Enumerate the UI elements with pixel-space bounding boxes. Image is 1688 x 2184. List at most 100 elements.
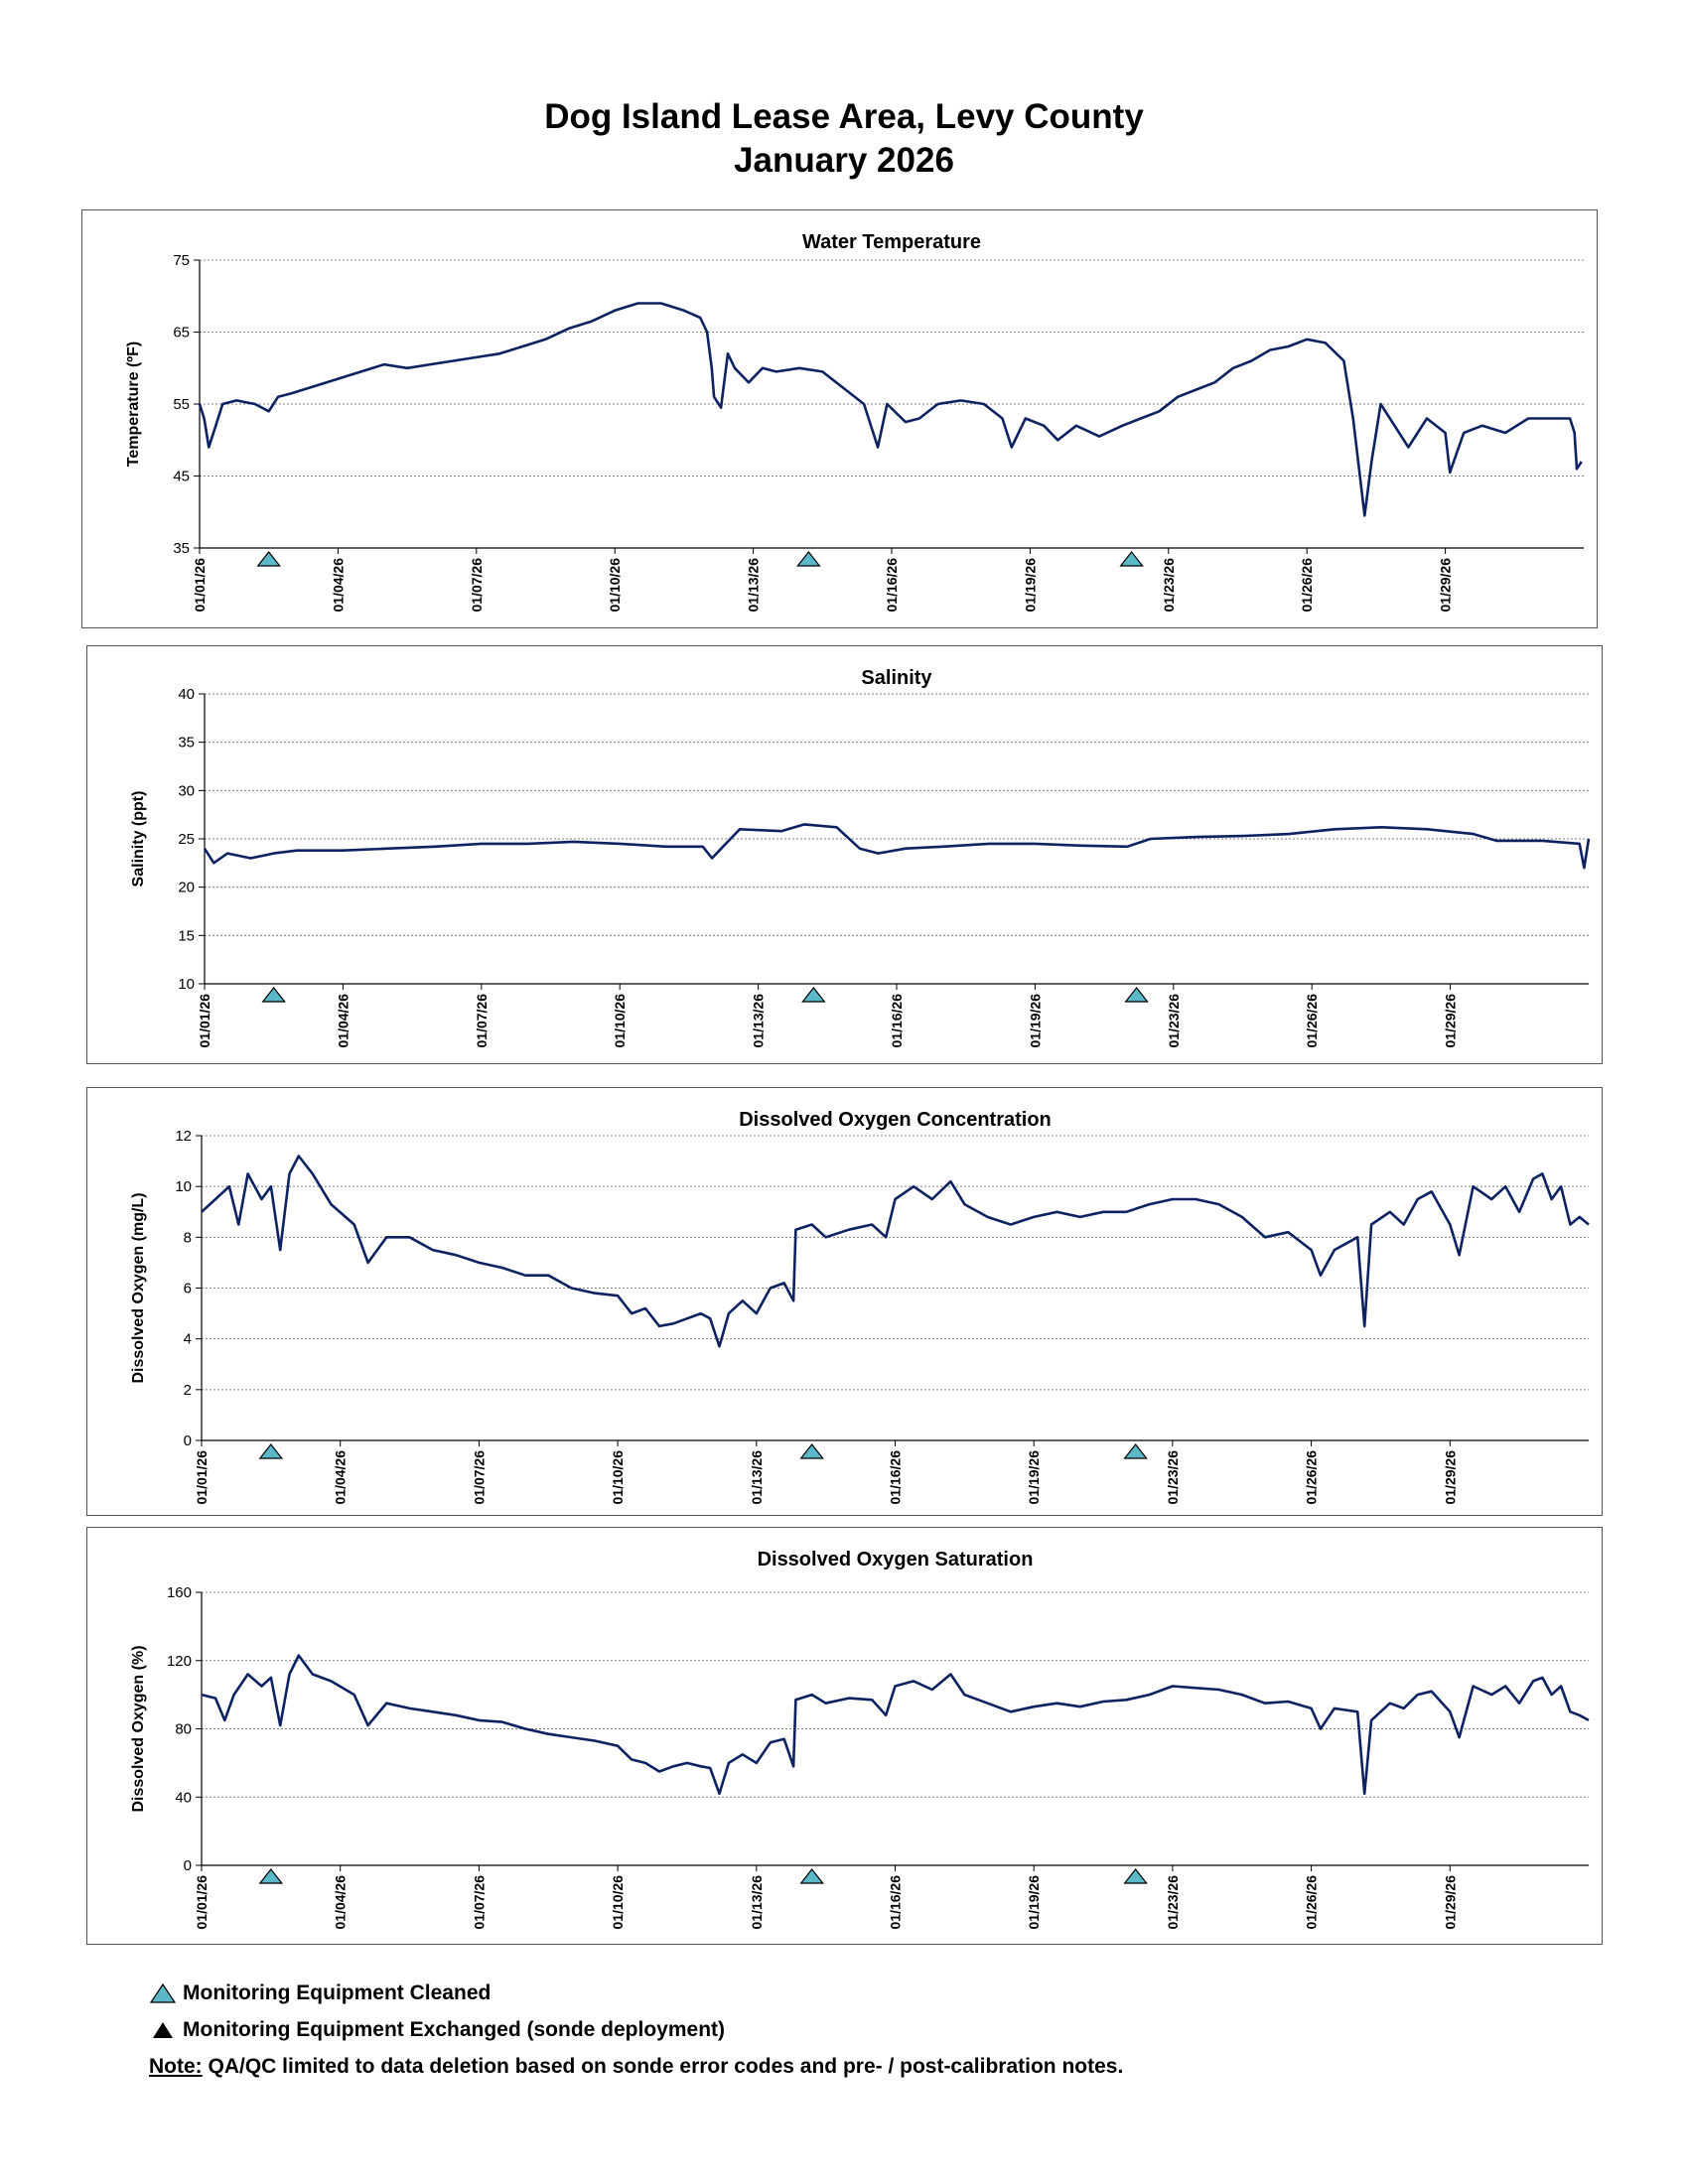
page-title-line1: Dog Island Lease Area, Levy County xyxy=(544,97,1144,136)
water-temperature-panel: Water Temperature Temperature (ºF) 35 45 55 6… xyxy=(81,209,1598,628)
temp-y-tick-label: 65 xyxy=(173,325,190,341)
note-text: QA/QC limited to data deletion based on … xyxy=(202,2055,1124,2078)
dosat-x-tick-label: 01/23/26 xyxy=(1165,1875,1181,1930)
do-x-tick-label: 01/13/26 xyxy=(749,1450,765,1505)
qa-qc-note: Note: QA/QC limited to data deletion bas… xyxy=(149,2055,1123,2079)
do-x-tick-label: 01/10/26 xyxy=(610,1450,626,1505)
temp-x-tick-label: 01/19/26 xyxy=(1022,558,1038,613)
temp-x-tick-label: 01/13/26 xyxy=(746,558,762,613)
sal-x-tick-label: 01/19/26 xyxy=(1027,994,1043,1048)
sal-y-tick-label: 10 xyxy=(178,976,195,993)
do-cleaning-marker xyxy=(799,1443,824,1459)
page-title-line2: January 2026 xyxy=(734,141,954,180)
sal-x-tick-label: 01/13/26 xyxy=(751,994,767,1048)
sal-x-tick-label: 01/26/26 xyxy=(1304,994,1320,1048)
legend-exchanged: Monitoring Equipment Exchanged (sonde de… xyxy=(149,2016,725,2044)
temp-y-axis-label: Temperature (ºF) xyxy=(125,341,142,467)
sal-y-axis-label: Salinity (ppt) xyxy=(130,791,147,887)
dosat-x-tick-label: 01/10/26 xyxy=(610,1875,626,1930)
sal-x-tick-label: 01/01/26 xyxy=(197,994,212,1048)
temp-x-tick-label: 01/10/26 xyxy=(607,558,623,613)
dissolved-oxygen-concentration-panel: Dissolved Oxygen Concentration Dissolved … xyxy=(86,1087,1603,1516)
do-y-axis-label: Dissolved Oxygen (mg/L) xyxy=(130,1192,147,1383)
temp-x-tick-label: 01/07/26 xyxy=(469,558,485,613)
sal-y-tick-label: 15 xyxy=(178,927,195,944)
do-x-tick-label: 01/23/26 xyxy=(1165,1450,1181,1505)
legend-cleaned: Monitoring Equipment Cleaned xyxy=(149,1979,491,2007)
dosat-series-line xyxy=(201,1654,1590,1796)
note-label: Note: xyxy=(149,2055,203,2078)
do-y-tick-label: 0 xyxy=(184,1433,192,1449)
sal-x-tick-label: 01/10/26 xyxy=(612,994,628,1048)
temp-x-tick-label: 01/26/26 xyxy=(1299,558,1315,613)
temp-y-tick-label: 35 xyxy=(173,540,190,557)
do-y-tick-label: 4 xyxy=(184,1331,192,1348)
dosat-cleaning-marker xyxy=(258,1868,284,1884)
sal-x-tick-label: 01/23/26 xyxy=(1166,994,1182,1048)
do-y-tick-label: 10 xyxy=(175,1178,192,1195)
do-x-tick-label: 01/29/26 xyxy=(1442,1450,1458,1505)
sal-cleaning-marker xyxy=(261,987,286,1003)
do-cleaning-marker xyxy=(258,1443,284,1459)
do-y-tick-label: 12 xyxy=(175,1128,192,1145)
temp-cleaning-marker xyxy=(796,551,821,567)
temp-cleaning-marker xyxy=(1119,551,1144,567)
sal-chart-title: Salinity xyxy=(861,667,932,689)
sal-chart-svg: Salinity Salinity (ppt) 10 15 20 25 30 35 40 01/0… xyxy=(130,667,1591,1048)
sal-y-tick-label: 30 xyxy=(178,782,195,799)
legend-cleaned-label: Monitoring Equipment Cleaned xyxy=(183,1981,492,2004)
do-chart-title: Dissolved Oxygen Concentration xyxy=(739,1109,1052,1131)
temp-chart-svg: Water Temperature Temperature (ºF) 35 45 55 6… xyxy=(125,231,1584,613)
exchanged-triangle-icon xyxy=(153,2022,173,2039)
dosat-x-tick-label: 01/07/26 xyxy=(471,1875,487,1930)
do-x-tick-label: 01/04/26 xyxy=(333,1450,349,1505)
temp-cleaning-marker xyxy=(256,551,281,567)
dosat-chart-svg: Dissolved Oxygen Saturation Dissolved Oxy… xyxy=(130,1549,1590,1930)
sal-x-tick-label: 01/29/26 xyxy=(1443,994,1459,1048)
dosat-x-tick-label: 01/19/26 xyxy=(1026,1875,1042,1930)
sal-y-tick-label: 25 xyxy=(178,831,195,848)
do-series-line xyxy=(201,1155,1590,1348)
dosat-y-axis-label: Dissolved Oxygen (%) xyxy=(130,1645,147,1812)
do-chart-svg: Dissolved Oxygen Concentration Dissolved … xyxy=(130,1109,1590,1505)
temp-series-line xyxy=(198,302,1583,517)
sal-cleaning-marker xyxy=(801,987,826,1003)
temp-chart-title: Water Temperature xyxy=(802,231,981,253)
dosat-x-tick-label: 01/16/26 xyxy=(888,1875,904,1930)
temp-x-tick-label: 01/04/26 xyxy=(330,558,346,613)
do-x-tick-label: 01/16/26 xyxy=(888,1450,904,1505)
dosat-x-tick-label: 01/01/26 xyxy=(194,1875,210,1930)
dosat-y-tick-label: 80 xyxy=(175,1721,192,1738)
cleaned-triangle-icon xyxy=(149,1983,177,2004)
temp-y-tick-label: 45 xyxy=(173,469,190,485)
temp-x-tick-label: 01/23/26 xyxy=(1161,558,1177,613)
sal-y-tick-label: 40 xyxy=(178,686,195,703)
temp-x-tick-label: 01/16/26 xyxy=(884,558,900,613)
dosat-cleaning-marker xyxy=(1123,1868,1148,1884)
do-x-tick-label: 01/07/26 xyxy=(471,1450,487,1505)
dosat-cleaning-marker xyxy=(799,1868,824,1884)
do-x-tick-label: 01/01/26 xyxy=(194,1450,210,1505)
sal-y-tick-label: 20 xyxy=(178,880,195,896)
do-x-tick-label: 01/26/26 xyxy=(1304,1450,1320,1505)
do-y-tick-label: 2 xyxy=(184,1382,192,1399)
temp-x-tick-label: 01/29/26 xyxy=(1438,558,1454,613)
temp-x-tick-label: 01/01/26 xyxy=(192,558,208,613)
do-y-tick-label: 8 xyxy=(184,1229,192,1246)
do-cleaning-marker xyxy=(1123,1443,1148,1459)
dosat-x-tick-label: 01/13/26 xyxy=(749,1875,765,1930)
dosat-x-tick-label: 01/04/26 xyxy=(333,1875,349,1930)
page-title: Dog Island Lease Area, Levy County Janua… xyxy=(0,95,1688,183)
dosat-y-tick-label: 40 xyxy=(175,1789,192,1806)
sal-series-line xyxy=(203,823,1591,870)
dissolved-oxygen-saturation-panel: Dissolved Oxygen Saturation Dissolved Oxy… xyxy=(86,1527,1603,1945)
temp-y-tick-label: 55 xyxy=(173,396,190,413)
do-x-tick-label: 01/19/26 xyxy=(1026,1450,1042,1505)
dosat-y-tick-label: 0 xyxy=(184,1857,192,1874)
sal-cleaning-marker xyxy=(1124,987,1149,1003)
dosat-y-tick-label: 120 xyxy=(167,1653,192,1670)
dosat-x-tick-label: 01/26/26 xyxy=(1304,1875,1320,1930)
dosat-y-tick-label: 160 xyxy=(167,1584,192,1601)
sal-x-tick-label: 01/16/26 xyxy=(889,994,905,1048)
do-y-tick-label: 6 xyxy=(184,1281,192,1297)
